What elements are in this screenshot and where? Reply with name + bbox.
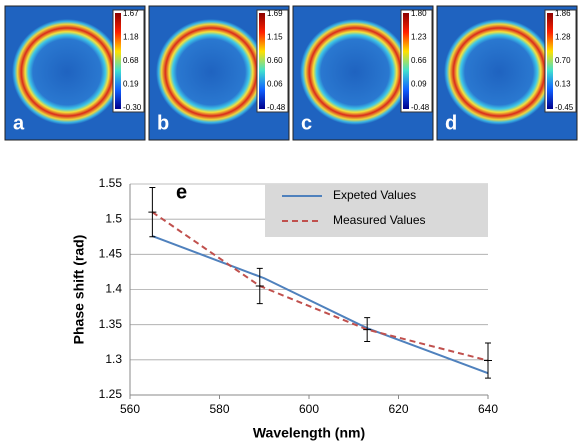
colorbar <box>259 13 265 109</box>
colorbar-label: 1.23 <box>411 33 427 42</box>
y-tick-label: 1.45 <box>99 247 123 261</box>
phase-ring <box>156 19 266 125</box>
colorbar-label: 1.15 <box>267 33 283 42</box>
colorbar-label: 0.68 <box>123 56 139 65</box>
y-tick-label: 1.55 <box>99 176 123 190</box>
legend-label: Measured Values <box>333 213 426 227</box>
y-tick-label: 1.25 <box>99 387 123 401</box>
colorbar-label: 1.86 <box>555 9 571 18</box>
colorbar-label: 1.80 <box>411 9 427 18</box>
series-line <box>152 235 489 375</box>
annotation: e <box>176 181 187 203</box>
colorbar-label: -0.48 <box>267 103 286 112</box>
panel-letter: d <box>445 112 457 134</box>
phase-ring <box>12 19 122 125</box>
colorbar-label: -0.30 <box>123 103 142 112</box>
colorbar-label: 1.69 <box>267 9 283 18</box>
colorbar-label: -0.45 <box>555 103 574 112</box>
colorbar-label: 0.66 <box>411 56 427 65</box>
colorbar-label: -0.48 <box>411 103 430 112</box>
y-tick-label: 1.5 <box>105 211 122 225</box>
colorbar-label: 1.28 <box>555 33 571 42</box>
panel-letter: a <box>13 112 25 134</box>
colorbar-label: 0.13 <box>555 80 571 89</box>
y-tick-label: 1.4 <box>105 282 122 296</box>
y-tick-label: 1.35 <box>99 317 123 331</box>
error-bar <box>255 267 264 305</box>
series-line <box>151 211 489 362</box>
x-tick-label: 560 <box>120 402 140 416</box>
panel-letter: c <box>301 112 312 134</box>
error-bar <box>363 317 372 343</box>
error-bar <box>484 342 492 379</box>
phase-ring <box>444 19 554 125</box>
colorbar-label: 0.70 <box>555 56 571 65</box>
x-tick-label: 640 <box>478 402 498 416</box>
y-axis-label: Phase shift (rad) <box>71 235 87 345</box>
colorbar <box>115 13 121 109</box>
colorbar-label: 0.06 <box>267 80 283 89</box>
colorbar-label: 1.67 <box>123 9 139 18</box>
colorbar-label: 1.18 <box>123 33 139 42</box>
panel-letter: b <box>157 112 169 134</box>
colorbar-label: 0.60 <box>267 56 283 65</box>
x-tick-label: 600 <box>299 402 319 416</box>
colorbar-label: 0.09 <box>411 80 427 89</box>
colorbar <box>547 13 553 109</box>
x-tick-label: 620 <box>388 402 408 416</box>
colorbar <box>403 13 409 109</box>
error-bar <box>148 187 157 238</box>
x-tick-label: 580 <box>209 402 229 416</box>
legend-box <box>265 184 488 237</box>
x-axis-label: Wavelength (nm) <box>253 425 365 441</box>
phase-ring <box>300 19 410 125</box>
y-tick-label: 1.3 <box>105 352 122 366</box>
legend-label: Expeted Values <box>333 188 416 202</box>
colorbar-label: 0.19 <box>123 80 139 89</box>
